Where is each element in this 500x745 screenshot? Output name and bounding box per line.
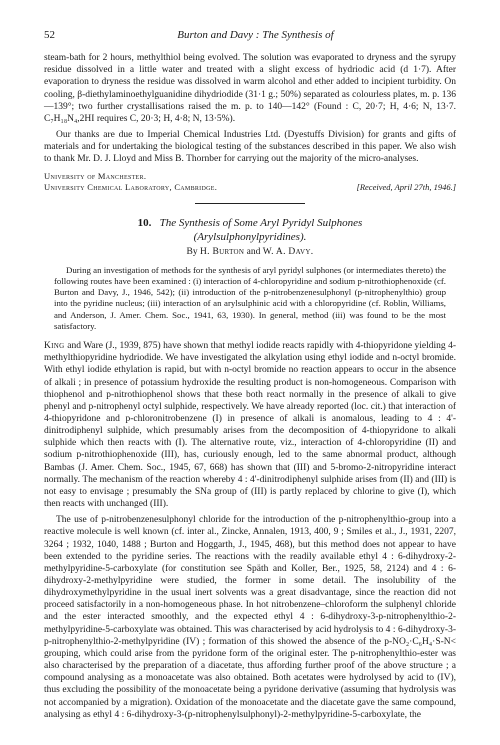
affiliation-2: University Chemical Laboratory, Cambridg…: [44, 182, 217, 192]
author-1: H. Burton: [200, 247, 244, 257]
body-para-2: The use of p-nitrobenzenesulphonyl chlor…: [44, 514, 456, 721]
article-title-line1: The Synthesis of Some Aryl Pyridyl Sulph…: [160, 217, 363, 229]
authors-by: By: [187, 247, 198, 257]
body-text-1: and Ware (J., 1939, 875) have shown that…: [44, 341, 456, 509]
section-rule: [195, 203, 305, 204]
article-number: 10.: [138, 217, 152, 229]
acknowledgements: Our thanks are due to Imperial Chemical …: [44, 129, 456, 165]
article-title: 10. The Synthesis of Some Aryl Pyridyl S…: [44, 216, 456, 244]
page-number: 52: [44, 28, 55, 42]
author-2: W. A. Davy.: [263, 247, 314, 257]
body-lead-caps: King: [44, 341, 67, 351]
running-head: Burton and Davy : The Synthesis of: [44, 28, 456, 42]
abstract: During an investigation of methods for t…: [54, 265, 446, 333]
body-para-1: King and Ware (J., 1939, 875) have shown…: [44, 340, 456, 510]
received-date: [Received, April 27th, 1946.]: [357, 182, 456, 193]
authors: By H. Burton and W. A. Davy.: [44, 246, 456, 258]
article-title-line2: (Arylsulphonylpyridines).: [194, 231, 307, 243]
authors-and: and: [247, 247, 261, 257]
affiliation-1: University of Manchester.: [44, 171, 456, 182]
top-para-1: steam-bath for 2 hours, methylthiol bein…: [44, 52, 456, 125]
